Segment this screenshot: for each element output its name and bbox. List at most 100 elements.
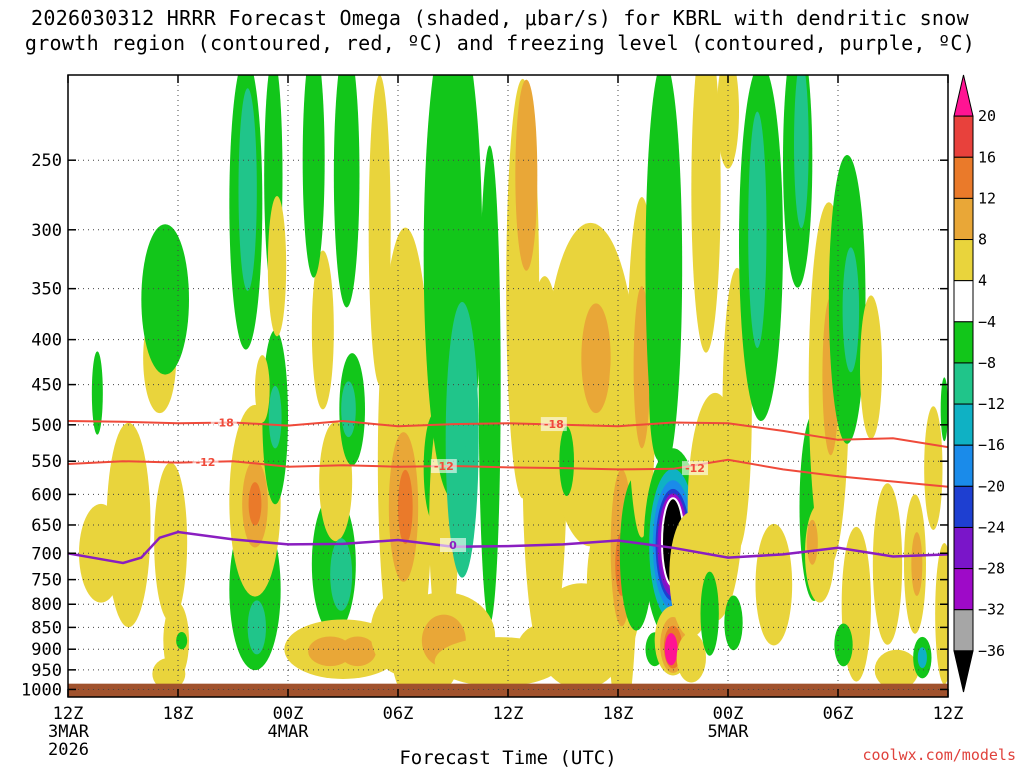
omega-region	[834, 623, 853, 667]
y-tick-label: 350	[31, 280, 62, 300]
colorbar-label: 20	[978, 107, 996, 125]
contour-label: -12	[196, 456, 216, 469]
y-tick-label: 400	[31, 331, 62, 351]
omega-region	[717, 75, 739, 169]
contour-label-bg	[192, 454, 219, 469]
omega-region	[517, 623, 573, 675]
omega-region	[935, 543, 948, 685]
contour-label-bg	[430, 459, 457, 474]
omega-region	[341, 381, 356, 438]
omega-region	[154, 462, 188, 622]
contour-label-bg	[440, 538, 466, 553]
omega-region	[238, 88, 257, 291]
omega-region	[311, 250, 334, 410]
colorbar-label: −20	[978, 477, 1005, 495]
colorbar-swatch	[953, 444, 974, 487]
grid-lines	[67, 75, 949, 690]
omega-region	[874, 649, 919, 690]
y-tick-label: 700	[31, 544, 62, 564]
contour-label: 0	[449, 539, 457, 552]
colorbar-label: −24	[978, 518, 1005, 536]
y-tick-label: 900	[31, 640, 62, 660]
colorbar-label: 12	[978, 189, 996, 207]
colorbar-label: −16	[978, 436, 1005, 454]
colorbar-swatch	[953, 362, 974, 405]
contour-label: -18	[544, 418, 564, 431]
colorbar-label: −32	[978, 601, 1005, 619]
colorbar-swatch	[953, 403, 974, 446]
y-tick-label: 600	[31, 485, 62, 505]
contour-label-bg	[682, 461, 708, 476]
contour-lines: -18 -18 -12 -12 -12 0	[68, 415, 948, 565]
y-tick-label: 250	[31, 151, 62, 171]
colorbar-label: −8	[978, 354, 996, 372]
omega-region	[333, 75, 360, 308]
omega-region	[176, 631, 188, 650]
contour-label-bg	[210, 415, 237, 430]
omega-region	[924, 406, 943, 530]
x-tick-label: 18Z	[163, 704, 194, 724]
omega-region	[806, 519, 818, 565]
colorbar-swatch	[953, 197, 974, 241]
omega-region	[268, 385, 282, 449]
x-tick-label: 06Z	[823, 704, 854, 724]
colorbar-swatch	[953, 156, 974, 199]
colorbar-swatch	[953, 485, 974, 528]
contour-line	[68, 530, 948, 565]
title-line-1: 2026030312 HRRR Forecast Omega (shaded, …	[31, 6, 969, 30]
y-tick-label: 750	[31, 571, 62, 591]
omega-region	[860, 295, 882, 440]
y-tick-label: 650	[31, 516, 62, 536]
x-tick-date: 5MAR	[708, 722, 750, 742]
omega-region	[247, 600, 266, 655]
colorbar-label: −36	[978, 642, 1005, 660]
x-tick-label: 12Z	[493, 704, 524, 724]
contour-label: -12	[434, 460, 454, 473]
y-tick-label: 800	[31, 595, 62, 615]
omega-region	[559, 426, 575, 497]
x-tick-date: 4MAR	[268, 722, 310, 742]
omega-region	[453, 352, 471, 451]
x-tick-year: 2026	[48, 740, 89, 760]
omega-region	[664, 633, 678, 666]
x-tick-label: 00Z	[273, 704, 304, 724]
colorbar-swatch	[953, 239, 974, 282]
omega-region	[339, 636, 376, 667]
title-line-2: growth region (contoured, red, ºC) and f…	[24, 31, 976, 55]
omega-region	[152, 657, 186, 690]
omega-region	[917, 647, 927, 668]
omega-region	[330, 538, 353, 611]
colorbar-swatch	[953, 526, 974, 570]
y-tick-label: 850	[31, 618, 62, 638]
omega-region	[255, 355, 270, 423]
colorbar-label: −28	[978, 560, 1005, 578]
y-tick-label: 450	[31, 376, 62, 396]
y-axis: 2503003504004505005506006507007508008509…	[21, 151, 948, 700]
colorbar-swatch	[953, 115, 974, 158]
x-tick-label: 12Z	[53, 704, 84, 724]
contour-label: -18	[214, 417, 234, 430]
y-tick-label: 300	[31, 221, 62, 241]
omega-region	[691, 75, 721, 353]
omega-region	[398, 469, 413, 545]
omega-region	[842, 247, 860, 373]
omega-region	[581, 303, 611, 414]
omega-region	[645, 75, 683, 473]
y-tick-label: 1000	[21, 680, 62, 700]
colorbar: 20 16 12 8 4 −4 −8 −12 −16 −20 −24 −28 −32 −36	[953, 74, 1005, 693]
omega-region	[794, 75, 809, 229]
chart-title: 2026030312 HRRR Forecast Omega (shaded, …	[0, 6, 1000, 56]
omega-region	[91, 351, 103, 435]
omega-region	[676, 632, 706, 683]
omega-region	[700, 571, 719, 656]
omega-region	[911, 532, 923, 596]
y-tick-label: 500	[31, 416, 62, 436]
credit-link[interactable]: coolwx.com/models	[862, 746, 1016, 764]
y-tick-label: 950	[31, 661, 62, 681]
contour-label: -12	[685, 462, 705, 475]
omega-region	[141, 224, 190, 375]
omega-region	[633, 286, 651, 449]
contour-label-bg	[540, 417, 567, 432]
